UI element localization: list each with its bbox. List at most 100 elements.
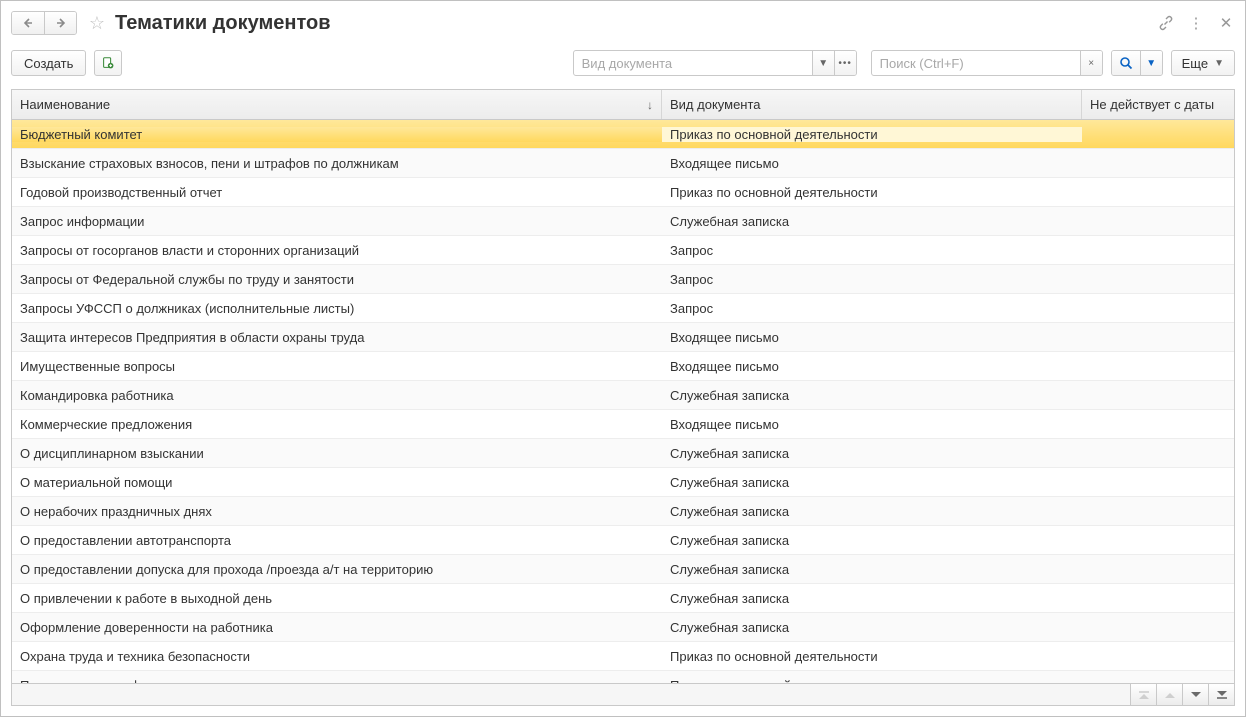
cell-type: Приказ по основной деятельности <box>662 127 1082 142</box>
new-document-icon <box>101 56 115 70</box>
cell-name: О нерабочих праздничных днях <box>12 504 662 519</box>
table-row[interactable]: О материальной помощиСлужебная записка <box>12 468 1234 497</box>
arrow-right-icon <box>55 17 67 29</box>
search-input[interactable] <box>872 51 1080 75</box>
table-row[interactable]: Запросы от Федеральной службы по труду и… <box>12 265 1234 294</box>
table-row[interactable]: Охрана труда и техника безопасностиПрика… <box>12 642 1234 671</box>
table-row[interactable]: Повышение квалификацииПриказ по основной… <box>12 671 1234 683</box>
cell-type: Служебная записка <box>662 591 1082 606</box>
cell-type: Служебная записка <box>662 475 1082 490</box>
column-header-type[interactable]: Вид документа <box>662 90 1082 119</box>
cell-type: Запрос <box>662 272 1082 287</box>
forward-button[interactable] <box>44 12 76 34</box>
page-title: Тематики документов <box>115 12 331 35</box>
table-row[interactable]: Запросы от госорганов власти и сторонних… <box>12 236 1234 265</box>
table-row[interactable]: О нерабочих праздничных дняхСлужебная за… <box>12 497 1234 526</box>
column-header-date[interactable]: Не действует с даты <box>1082 90 1234 119</box>
cell-name: Охрана труда и техника безопасности <box>12 649 662 664</box>
cell-name: О предоставлении допуска для прохода /пр… <box>12 562 662 577</box>
cell-type: Запрос <box>662 243 1082 258</box>
cell-name: О дисциплинарном взыскании <box>12 446 662 461</box>
cell-type: Приказ по основной деятельности <box>662 185 1082 200</box>
nav-last-button[interactable] <box>1208 684 1234 705</box>
doc-type-input[interactable] <box>574 51 812 75</box>
table-header: Наименование ↓ Вид документа Не действуе… <box>12 90 1234 120</box>
doc-type-dropdown-button[interactable]: ▼ <box>812 51 834 75</box>
nav-first-button[interactable] <box>1130 684 1156 705</box>
table-row[interactable]: Запросы УФССП о должниках (исполнительны… <box>12 294 1234 323</box>
more-button[interactable]: Еще ▼ <box>1171 50 1235 76</box>
cell-type: Входящее письмо <box>662 417 1082 432</box>
cell-type: Запрос <box>662 301 1082 316</box>
cell-name: Командировка работника <box>12 388 662 403</box>
cell-name: О предоставлении автотранспорта <box>12 533 662 548</box>
title-right-controls: ⋮ ✕ <box>1157 14 1235 32</box>
table-row[interactable]: Оформление доверенности на работникаСлуж… <box>12 613 1234 642</box>
search-dropdown-button[interactable]: ▼ <box>1140 51 1162 75</box>
cell-name: Бюджетный комитет <box>12 127 662 142</box>
create-copy-button[interactable] <box>94 50 122 76</box>
table-row[interactable]: О предоставлении автотранспортаСлужебная… <box>12 526 1234 555</box>
column-header-type-label: Вид документа <box>670 97 761 112</box>
table-row[interactable]: Взыскание страховых взносов, пени и штра… <box>12 149 1234 178</box>
search-button-group: ▼ <box>1111 50 1163 76</box>
cell-name: О привлечении к работе в выходной день <box>12 591 662 606</box>
chevron-down-icon: ▼ <box>818 58 828 69</box>
chevron-down-icon: ▼ <box>1214 58 1224 69</box>
ellipsis-icon: ••• <box>838 58 852 69</box>
table-row[interactable]: Командировка работникаСлужебная записка <box>12 381 1234 410</box>
cell-name: О материальной помощи <box>12 475 662 490</box>
toolbar: Создать ▼ ••• × <box>11 49 1235 77</box>
table-row[interactable]: Имущественные вопросыВходящее письмо <box>12 352 1234 381</box>
table-row[interactable]: О привлечении к работе в выходной деньСл… <box>12 584 1234 613</box>
table-row[interactable]: Бюджетный комитетПриказ по основной деят… <box>12 120 1234 149</box>
table-body: Бюджетный комитетПриказ по основной деят… <box>12 120 1234 683</box>
cell-name: Взыскание страховых взносов, пени и штра… <box>12 156 662 171</box>
cell-type: Входящее письмо <box>662 330 1082 345</box>
cell-type: Служебная записка <box>662 446 1082 461</box>
app-frame: ☆ Тематики документов ⋮ ✕ Создать <box>0 0 1246 717</box>
column-header-date-label: Не действует с даты <box>1090 97 1214 112</box>
column-header-name[interactable]: Наименование ↓ <box>12 90 662 119</box>
search-box[interactable]: × <box>871 50 1103 76</box>
cell-type: Служебная записка <box>662 504 1082 519</box>
search-clear-button[interactable]: × <box>1080 51 1102 75</box>
cell-type: Входящее письмо <box>662 359 1082 374</box>
cell-type: Служебная записка <box>662 533 1082 548</box>
sort-indicator-icon: ↓ <box>647 98 653 112</box>
nav-prev-button[interactable] <box>1156 684 1182 705</box>
history-nav <box>11 11 77 35</box>
doc-type-filter[interactable]: ▼ ••• <box>573 50 857 76</box>
create-button[interactable]: Создать <box>11 50 86 76</box>
close-icon[interactable]: ✕ <box>1217 14 1235 32</box>
table-row[interactable]: О предоставлении допуска для прохода /пр… <box>12 555 1234 584</box>
table-row[interactable]: О дисциплинарном взысканииСлужебная запи… <box>12 439 1234 468</box>
cell-name: Защита интересов Предприятия в области о… <box>12 330 662 345</box>
cell-type: Служебная записка <box>662 620 1082 635</box>
arrow-left-icon <box>22 17 34 29</box>
cell-name: Имущественные вопросы <box>12 359 662 374</box>
table-row[interactable]: Годовой производственный отчетПриказ по … <box>12 178 1234 207</box>
data-table: Наименование ↓ Вид документа Не действуе… <box>11 89 1235 706</box>
title-bar: ☆ Тематики документов ⋮ ✕ <box>11 9 1235 37</box>
cell-name: Запросы УФССП о должниках (исполнительны… <box>12 301 662 316</box>
cell-name: Годовой производственный отчет <box>12 185 662 200</box>
cell-name: Запросы от госорганов власти и сторонних… <box>12 243 662 258</box>
nav-first-icon <box>1138 690 1150 700</box>
cell-type: Приказ по основной деятельности <box>662 649 1082 664</box>
back-button[interactable] <box>12 12 44 34</box>
doc-type-open-button[interactable]: ••• <box>834 51 856 75</box>
kebab-menu-icon[interactable]: ⋮ <box>1187 14 1205 32</box>
cell-name: Коммерческие предложения <box>12 417 662 432</box>
table-row[interactable]: Запрос информацииСлужебная записка <box>12 207 1234 236</box>
nav-last-icon <box>1216 690 1228 700</box>
chevron-down-icon: ▼ <box>1146 58 1156 69</box>
cell-type: Служебная записка <box>662 388 1082 403</box>
nav-next-button[interactable] <box>1182 684 1208 705</box>
link-icon[interactable] <box>1157 14 1175 32</box>
favorite-star-icon[interactable]: ☆ <box>83 13 111 34</box>
cell-type: Служебная записка <box>662 562 1082 577</box>
table-row[interactable]: Защита интересов Предприятия в области о… <box>12 323 1234 352</box>
table-row[interactable]: Коммерческие предложенияВходящее письмо <box>12 410 1234 439</box>
search-button[interactable] <box>1112 51 1140 75</box>
